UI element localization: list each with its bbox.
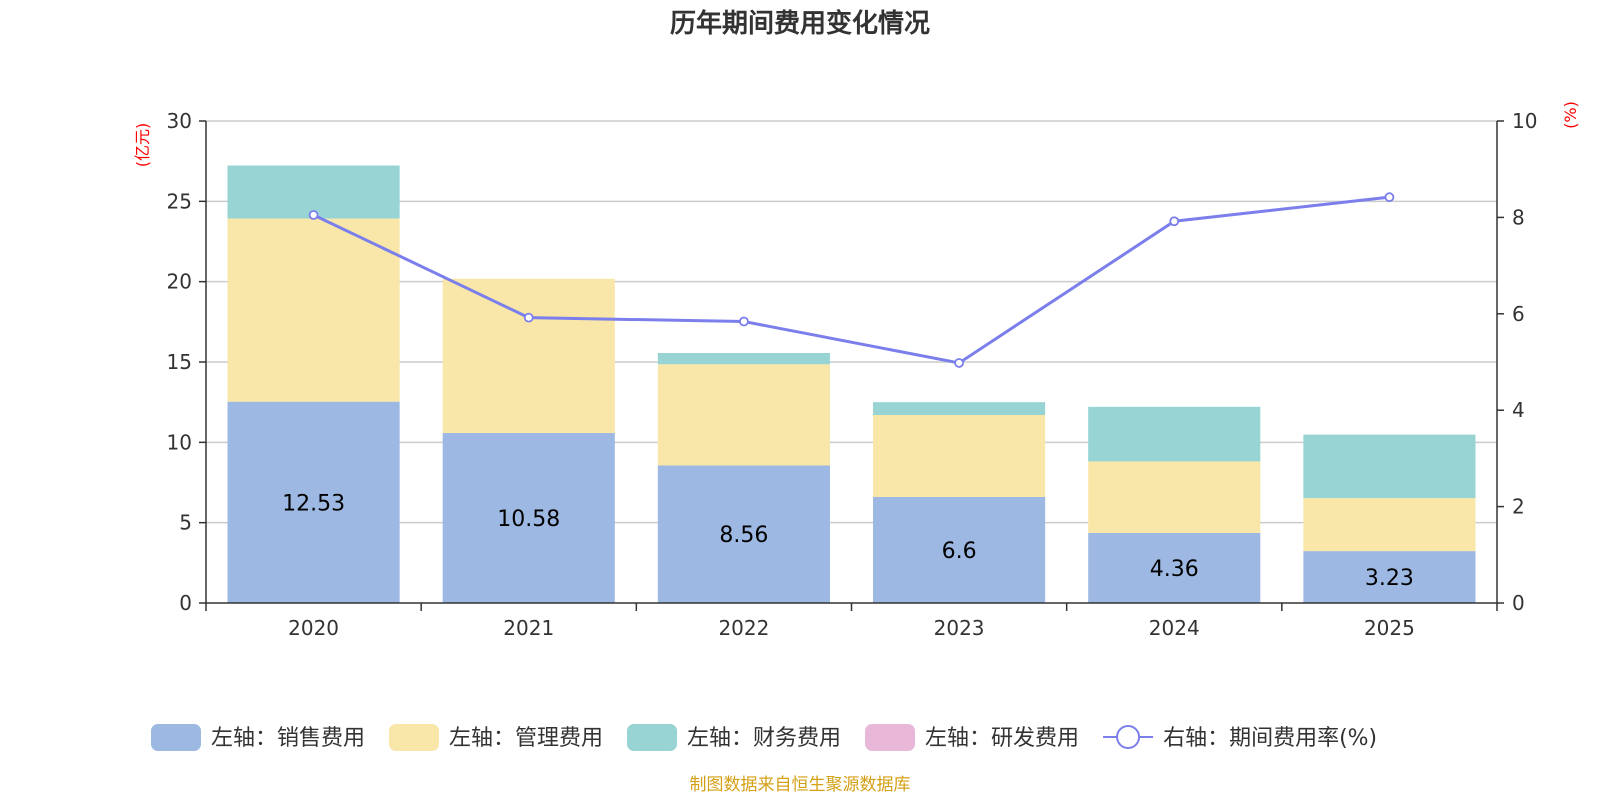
bar-segment <box>1303 434 1476 499</box>
bar-segment <box>1088 406 1261 462</box>
right-tick-label: 8 <box>1512 205 1525 229</box>
bar-segment <box>227 218 400 402</box>
bar-segment <box>873 402 1046 416</box>
right-tick-label: 0 <box>1512 591 1525 615</box>
bar-segment <box>873 496 1046 603</box>
right-tick-label: 2 <box>1512 495 1525 519</box>
right-tick-label: 6 <box>1512 302 1525 326</box>
bar-segment <box>1088 532 1261 603</box>
bar-value-label: 12.53 <box>282 491 345 516</box>
left-tick-label: 10 <box>167 430 192 454</box>
bars-layer <box>227 165 1476 603</box>
bar-value-label: 6.6 <box>942 539 977 564</box>
line-layer <box>308 192 1395 368</box>
bar-segment <box>442 433 615 603</box>
bar-segment <box>1303 498 1476 552</box>
left-axis-unit: (亿元) <box>133 123 152 168</box>
rate-line <box>312 195 1390 365</box>
x-tick-label: 2025 <box>1364 616 1415 640</box>
legend-swatch <box>151 724 201 751</box>
x-tick-label: 2022 <box>718 616 769 640</box>
left-tick-label: 25 <box>167 189 192 213</box>
chart-title: 历年期间费用变化情况 <box>670 8 930 39</box>
x-tick-label: 2023 <box>934 616 985 640</box>
bar-segment <box>1303 551 1476 603</box>
x-tick-label: 2020 <box>288 616 339 640</box>
legend-swatch <box>865 724 916 751</box>
x-tick-label: 2021 <box>503 616 554 640</box>
bar-segment <box>442 278 615 434</box>
right-tick-label: 4 <box>1512 398 1525 422</box>
right-tick-label: 10 <box>1512 109 1537 133</box>
bar-segment <box>657 353 830 365</box>
bar-value-label: 10.58 <box>497 507 560 532</box>
rate-point <box>1169 216 1180 227</box>
bar-value-label: 4.36 <box>1150 557 1199 582</box>
legend-label: 左轴：销售费用 <box>211 726 365 751</box>
rate-point <box>308 210 319 220</box>
legend-swatch <box>627 724 678 751</box>
bar-segment <box>657 465 830 603</box>
legend-label: 左轴：财务费用 <box>687 726 841 751</box>
bar-segment <box>227 401 400 603</box>
legend-swatch <box>389 724 440 751</box>
bar-value-label: 3.23 <box>1365 566 1414 591</box>
left-tick-label: 5 <box>179 511 192 535</box>
rate-point <box>1384 192 1395 203</box>
legend: 左轴：销售费用 左轴：管理费用 左轴：财务费用 左轴：研发费用 右轴：期间费用率(%) <box>151 724 1377 751</box>
left-tick-label: 30 <box>167 109 192 133</box>
left-tick-label: 15 <box>167 350 192 374</box>
bar-segment <box>873 415 1046 497</box>
rate-point <box>523 312 534 323</box>
left-tick-label: 0 <box>179 591 192 615</box>
left-tick-label: 20 <box>167 270 192 294</box>
rate-point <box>954 358 964 368</box>
legend-marker <box>1116 725 1141 749</box>
rate-point <box>739 316 749 327</box>
labels-layer: 12.53 10.58 8.56 6.6 4.36 3.23 <box>282 491 1414 591</box>
legend-label: 右轴：期间费用率(%) <box>1163 726 1377 751</box>
grid-layer <box>206 120 1497 524</box>
bar-segment <box>657 364 830 466</box>
right-axis-unit: (%) <box>1561 101 1580 129</box>
data-source-note: 制图数据来自恒生聚源数据库 <box>690 775 911 795</box>
bar-value-label: 8.56 <box>719 523 768 548</box>
legend-label: 左轴：管理费用 <box>449 726 603 751</box>
bar-segment <box>1088 461 1261 533</box>
legend-label: 左轴：研发费用 <box>925 726 1079 751</box>
bar-segment <box>227 165 400 219</box>
x-tick-label: 2024 <box>1149 616 1200 640</box>
